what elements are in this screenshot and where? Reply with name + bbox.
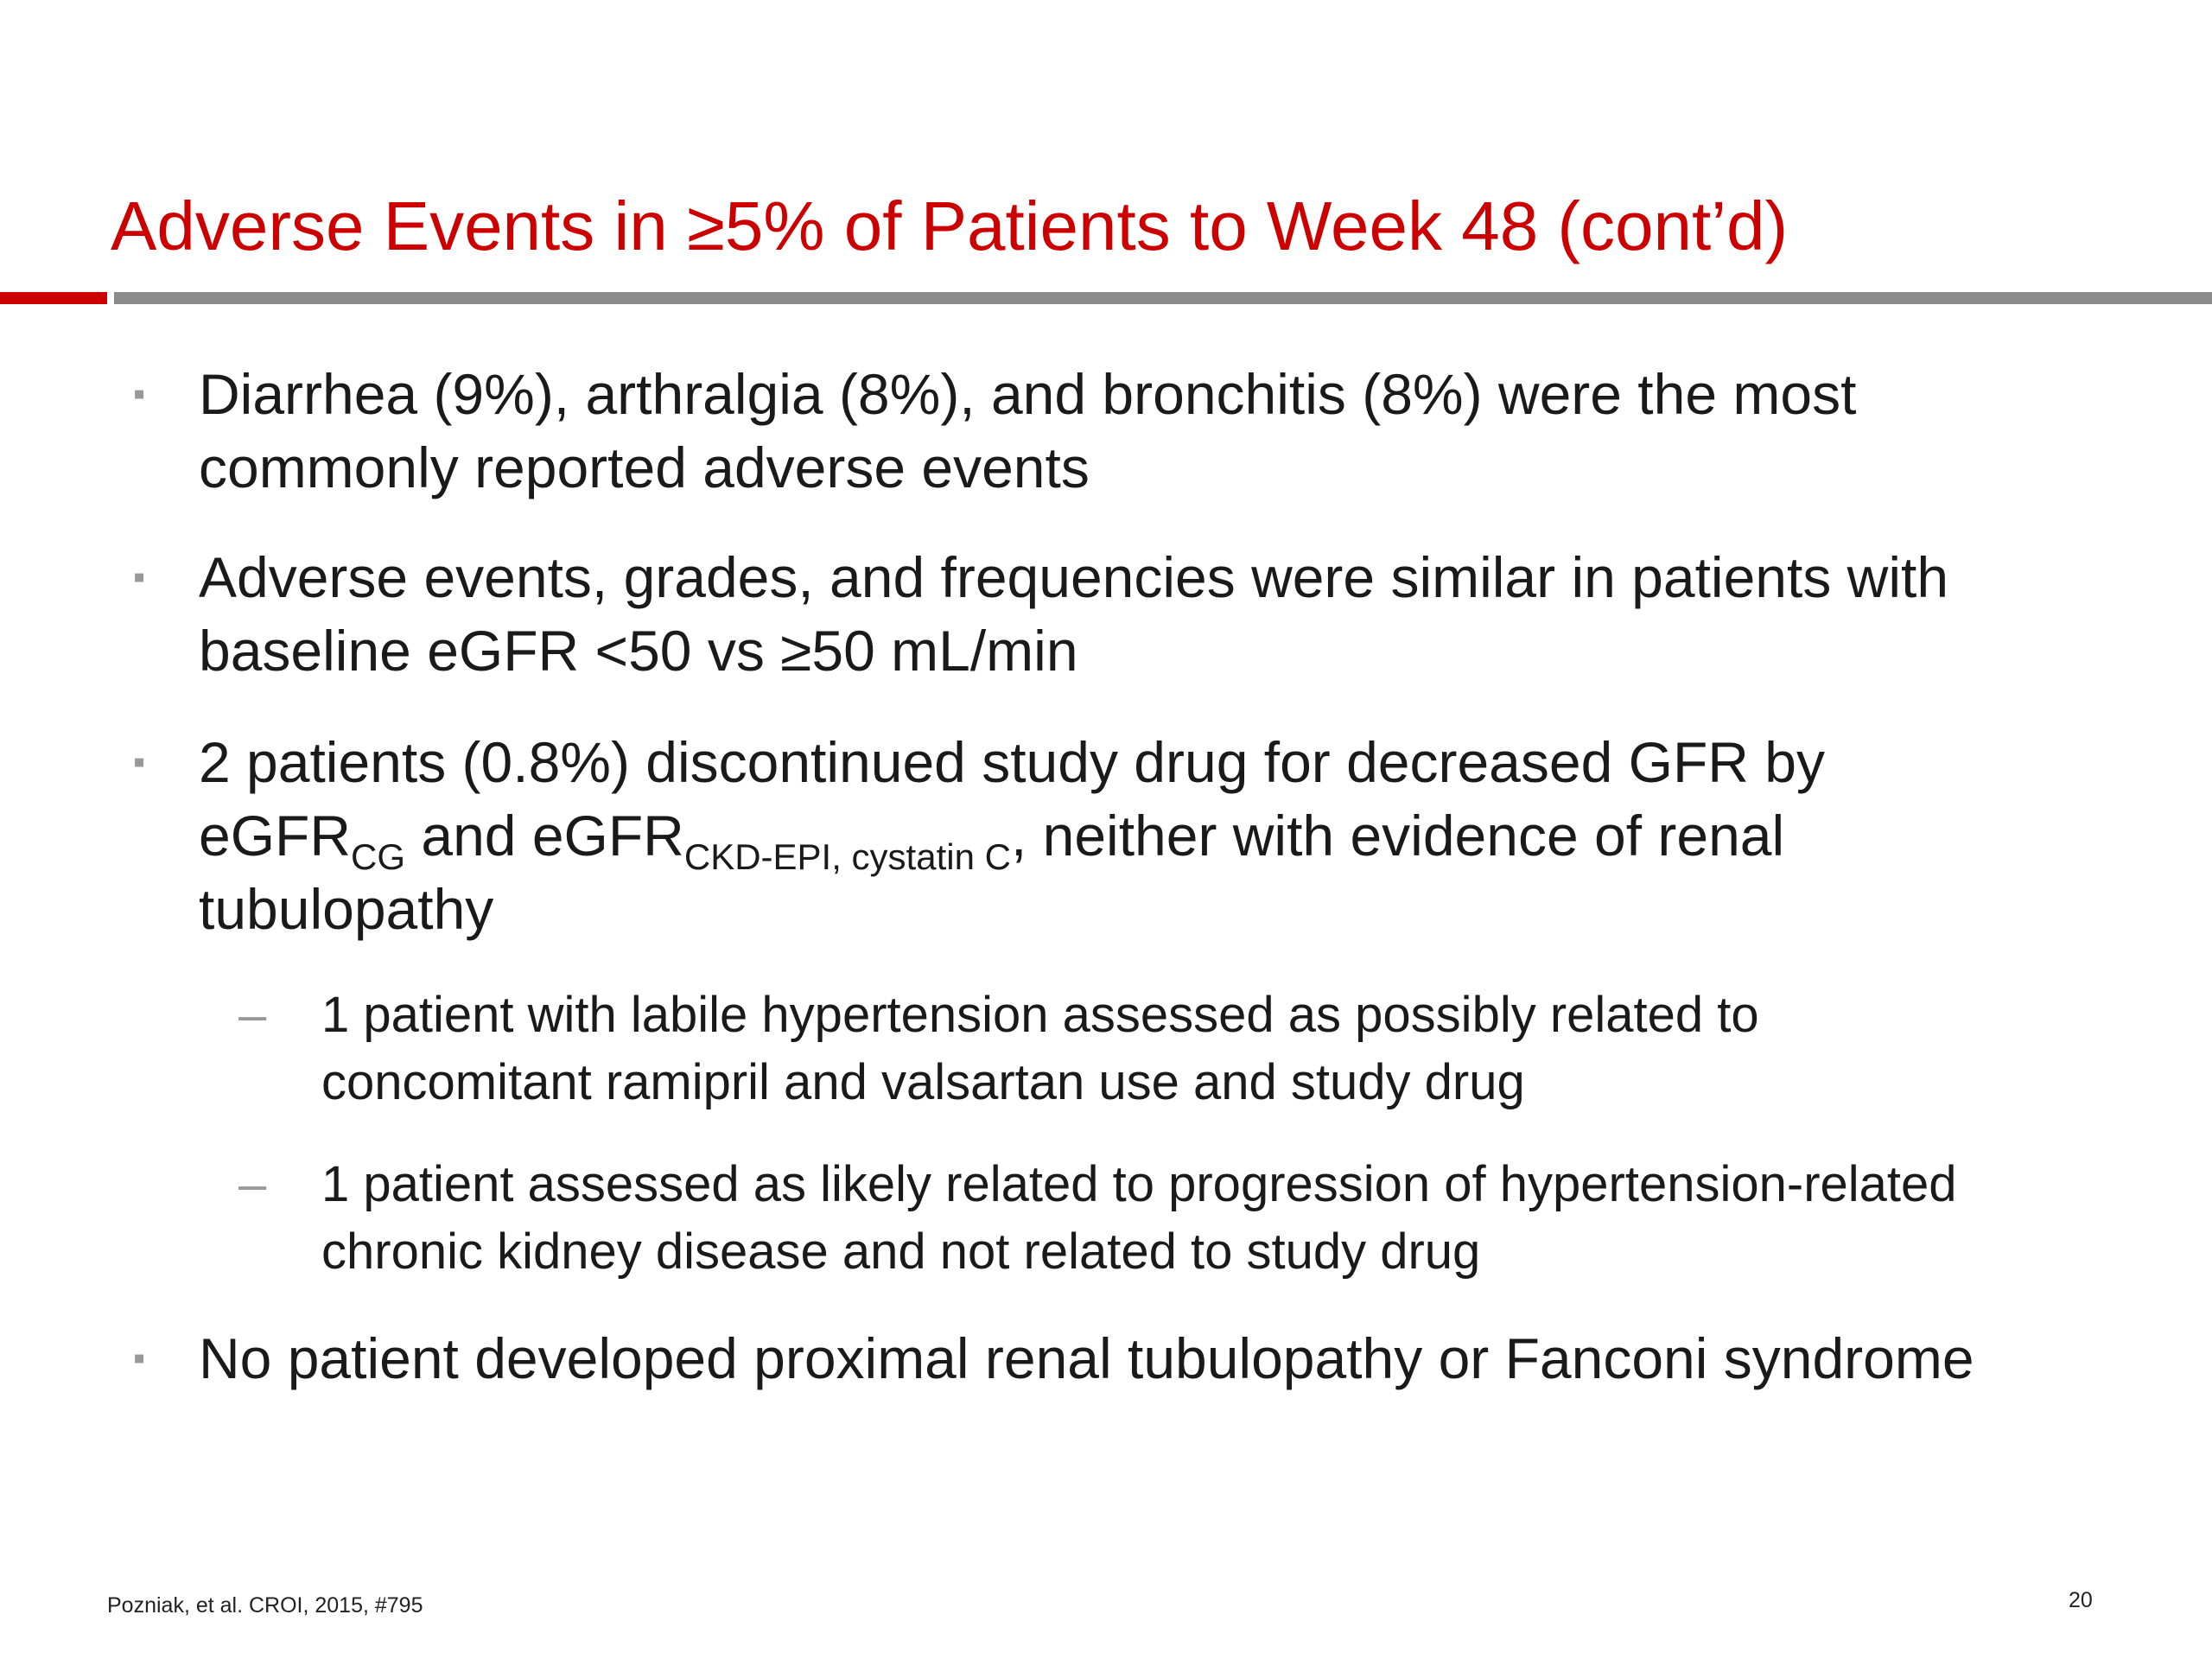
bullet-text-part3: , neither with evidence of renal tubulop…: [199, 804, 1785, 941]
bullet-text: Diarrhea (9%), arthralgia (8%), and bron…: [199, 362, 1857, 499]
sub-bullet-labile-hypertension: – 1 patient with labile hypertension ass…: [238, 982, 2015, 1116]
bullet-discontinued: ▪ 2 patients (0.8%) discontinued study d…: [133, 726, 2039, 946]
title-rule-accent: [0, 292, 107, 304]
bullet-marker: ▪: [133, 743, 146, 781]
bullet-text-part1: 2 patients (0.8%) discontinued study dru…: [199, 730, 1825, 868]
sub-bullet-kidney-disease: – 1 patient assessed as likely related t…: [238, 1151, 2015, 1286]
bullet-most-common-events: ▪ Diarrhea (9%), arthralgia (8%), and br…: [133, 358, 2039, 505]
sub-bullet-text: 1 patient assessed as likely related to …: [321, 1156, 1957, 1280]
bullet-text: No patient developed proximal renal tubu…: [199, 1326, 1974, 1390]
sub-bullet-marker: –: [238, 987, 267, 1043]
bullet-marker: ▪: [133, 375, 146, 413]
footer-citation: Pozniak, et al. CROI, 2015, #795: [107, 1593, 423, 1618]
sub-bullet-marker: –: [238, 1156, 267, 1212]
slide-title: Adverse Events in ≥5% of Patients to Wee…: [111, 188, 1789, 264]
sub-bullet-text: 1 patient with labile hypertension asses…: [321, 987, 1759, 1110]
slide-number: 20: [2069, 1588, 2093, 1612]
subscript-cg: CG: [351, 836, 406, 877]
title-rule: [114, 292, 2212, 304]
bullet-marker: ▪: [133, 1339, 146, 1377]
bullet-marker: ▪: [133, 558, 146, 596]
bullet-no-tubulopathy: ▪ No patient developed proximal renal tu…: [133, 1322, 2039, 1395]
bullet-similar-events: ▪ Adverse events, grades, and frequencie…: [133, 541, 2039, 688]
subscript-ckd-epi: CKD-EPI, cystatin C: [683, 836, 1011, 877]
bullet-text: Adverse events, grades, and frequencies …: [199, 545, 1949, 683]
bullet-text-part2: and eGFR: [405, 804, 684, 868]
